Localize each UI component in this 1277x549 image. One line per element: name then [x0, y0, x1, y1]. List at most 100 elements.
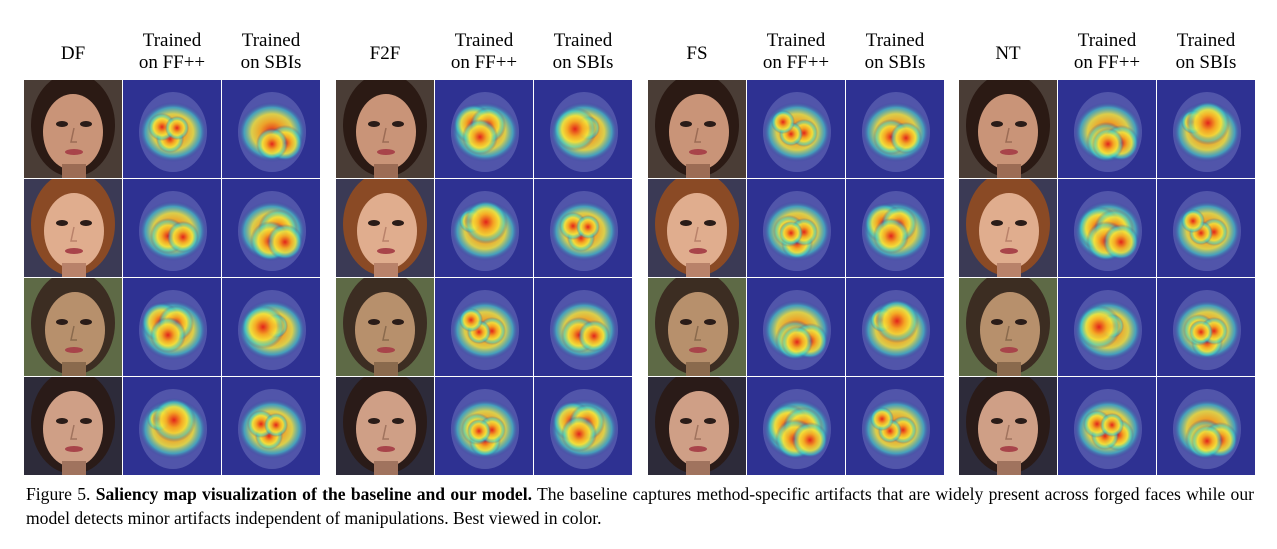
method-group-df: DF Trained on FF++ Trained on SBIs	[24, 0, 321, 480]
heatmap-image	[534, 179, 632, 277]
fake-face-image	[648, 278, 746, 376]
image-grid	[648, 80, 945, 476]
fake-face-image	[336, 278, 434, 376]
saliency-map-sbis	[846, 377, 944, 475]
face-image	[959, 278, 1057, 376]
column-header-trained-ffpp: Trained on FF++	[1054, 30, 1160, 78]
column-header-trained-ffpp: Trained on FF++	[431, 30, 537, 78]
fake-face-image	[648, 377, 746, 475]
column-header-trained-sbis: Trained on SBIs	[1153, 30, 1259, 78]
image-grid	[959, 80, 1256, 476]
column-header-trained-ffpp: Trained on FF++	[119, 30, 225, 78]
saliency-map-sbis	[534, 80, 632, 178]
caption-label: Figure 5.	[26, 484, 91, 504]
heatmap-image	[747, 80, 845, 178]
heatmap-image	[123, 80, 221, 178]
header-line: on FF++	[762, 52, 830, 73]
saliency-map-ffpp	[123, 80, 221, 178]
fake-face-image	[24, 377, 122, 475]
header-line: Trained	[1176, 30, 1236, 51]
heatmap-image	[846, 80, 944, 178]
face-image	[648, 80, 746, 178]
face-image	[336, 278, 434, 376]
heatmap-image	[846, 179, 944, 277]
saliency-map-sbis	[1157, 278, 1255, 376]
fake-face-image	[336, 179, 434, 277]
fake-face-image	[336, 377, 434, 475]
fake-face-image	[24, 80, 122, 178]
saliency-map-ffpp	[435, 278, 533, 376]
fake-face-image	[959, 179, 1057, 277]
figure-caption: Figure 5. Saliency map visualization of …	[26, 482, 1254, 530]
heatmap-image	[123, 278, 221, 376]
heatmap-image	[1058, 278, 1156, 376]
fake-face-image	[24, 179, 122, 277]
heatmap-image	[435, 377, 533, 475]
heatmap-image	[435, 80, 533, 178]
saliency-map-sbis	[222, 179, 320, 277]
saliency-map-sbis	[846, 179, 944, 277]
heatmap-image	[747, 179, 845, 277]
saliency-map-ffpp	[123, 377, 221, 475]
saliency-map-ffpp	[747, 377, 845, 475]
heatmap-image	[123, 179, 221, 277]
fake-face-image	[959, 278, 1057, 376]
column-header-trained-sbis: Trained on SBIs	[530, 30, 636, 78]
method-label: F2F	[369, 43, 401, 64]
saliency-map-sbis	[222, 377, 320, 475]
method-label: NT	[995, 43, 1021, 64]
heatmap-image	[1157, 377, 1255, 475]
face-image	[648, 179, 746, 277]
face-image	[648, 377, 746, 475]
heatmap-image	[123, 377, 221, 475]
method-group-f2f: F2F Trained on FF++ Trained on SBIs	[336, 0, 633, 480]
caption-title: Saliency map visualization of the baseli…	[95, 484, 533, 504]
face-image	[336, 80, 434, 178]
fake-face-image	[959, 80, 1057, 178]
saliency-map-sbis	[222, 278, 320, 376]
header-line: on FF++	[1073, 52, 1141, 73]
fake-face-image	[24, 278, 122, 376]
image-grid	[24, 80, 321, 476]
face-image	[648, 278, 746, 376]
saliency-map-ffpp	[435, 80, 533, 178]
heatmap-image	[846, 278, 944, 376]
face-image	[24, 179, 122, 277]
column-header-trained-sbis: Trained on SBIs	[842, 30, 948, 78]
saliency-map-sbis	[534, 179, 632, 277]
header-line: on FF++	[138, 52, 206, 73]
column-header-trained-sbis: Trained on SBIs	[218, 30, 324, 78]
saliency-map-ffpp	[123, 278, 221, 376]
column-header-trained-ffpp: Trained on FF++	[743, 30, 849, 78]
saliency-map-ffpp	[123, 179, 221, 277]
header-line: Trained	[766, 30, 826, 51]
fake-face-image	[959, 377, 1057, 475]
saliency-map-sbis	[846, 278, 944, 376]
method-label: FS	[686, 43, 708, 64]
fake-face-image	[648, 80, 746, 178]
saliency-map-ffpp	[1058, 278, 1156, 376]
heatmap-image	[1058, 179, 1156, 277]
face-image	[24, 80, 122, 178]
method-group-nt: NT Trained on FF++ Trained on SBIs	[959, 0, 1256, 480]
header-line: on SBIs	[552, 52, 614, 73]
header-line: Trained	[1077, 30, 1137, 51]
face-image	[24, 377, 122, 475]
header-line: on SBIs	[864, 52, 926, 73]
heatmap-image	[435, 278, 533, 376]
fake-face-image	[648, 179, 746, 277]
fake-face-image	[336, 80, 434, 178]
face-image	[959, 179, 1057, 277]
saliency-map-sbis	[534, 377, 632, 475]
header-line: Trained	[142, 30, 202, 51]
header-line: Trained	[865, 30, 925, 51]
saliency-map-ffpp	[435, 179, 533, 277]
saliency-map-ffpp	[747, 179, 845, 277]
heatmap-image	[534, 278, 632, 376]
face-image	[959, 377, 1057, 475]
saliency-map-ffpp	[747, 80, 845, 178]
saliency-map-sbis	[222, 80, 320, 178]
heatmap-image	[747, 377, 845, 475]
image-grid	[336, 80, 633, 476]
saliency-map-sbis	[1157, 179, 1255, 277]
